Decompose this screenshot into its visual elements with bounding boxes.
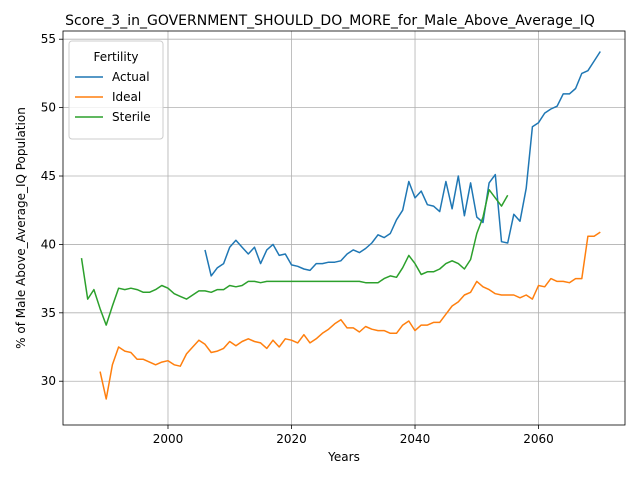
legend-title: Fertility (93, 50, 138, 64)
plot-area-frame (62, 30, 626, 426)
legend-box (68, 40, 164, 140)
y-tick-label: 35 (41, 306, 56, 320)
x-tick-label: 2040 (400, 432, 431, 446)
x-tick-label: 2020 (276, 432, 307, 446)
y-tick-label: 45 (41, 169, 56, 183)
series-line-ideal (99, 231, 601, 400)
y-tick-label: 55 (41, 32, 56, 46)
y-axis-ticks: 30 35 40 45 50 55 (41, 32, 63, 388)
y-tick-label: 40 (41, 237, 56, 251)
legend-label-sterile: Sterile (112, 110, 151, 124)
x-tick-label: 2060 (523, 432, 554, 446)
y-axis-label: % of Male Above_Average_IQ Population (14, 107, 28, 349)
y-tick-label: 30 (41, 374, 56, 388)
x-axis-ticks: 2000 2020 2040 2060 (153, 425, 554, 446)
legend-label-actual: Actual (112, 70, 150, 84)
y-tick-label: 50 (41, 101, 56, 115)
legend: Fertility Actual Ideal Sterile (68, 40, 164, 140)
legend-label-ideal: Ideal (112, 90, 141, 104)
chart-title: Score_3_in_GOVERNMENT_SHOULD_DO_MORE_for… (65, 13, 595, 29)
series-line-sterile (80, 188, 509, 326)
series-line-actual (204, 51, 601, 277)
legend-items: Actual Ideal Sterile (75, 70, 151, 124)
x-tick-label: 2000 (153, 432, 184, 446)
series-lines (80, 51, 601, 400)
x-axis-label: Years (327, 450, 360, 464)
